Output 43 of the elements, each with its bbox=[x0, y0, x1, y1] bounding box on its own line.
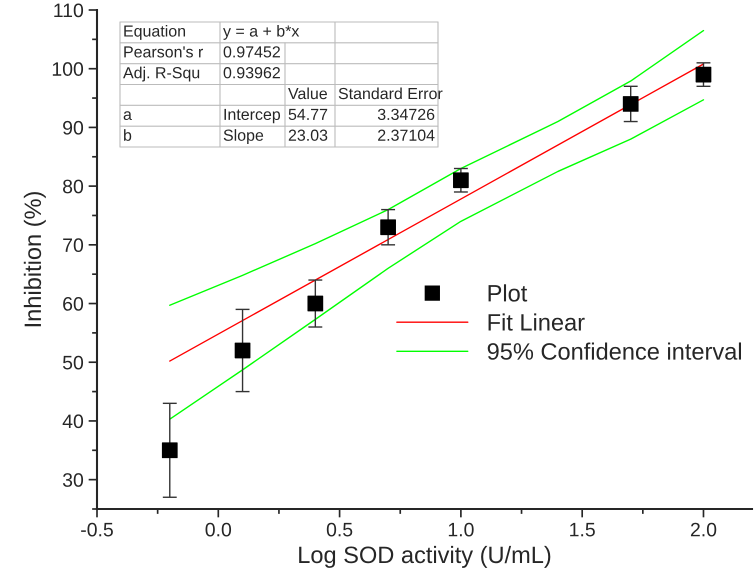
y-tick-label: 100 bbox=[52, 62, 84, 76]
annotation: a bbox=[124, 111, 132, 120]
legend-label: 95% Confidence interval bbox=[488, 342, 741, 360]
x-tick-label: -0.5 bbox=[81, 522, 113, 536]
y-tick-label: 30 bbox=[62, 473, 84, 487]
annotation: 2.37104 bbox=[378, 130, 435, 141]
annotation: 0.93962 bbox=[224, 67, 280, 78]
point bbox=[307, 296, 324, 312]
x-tick-label: 0.0 bbox=[206, 522, 232, 536]
annotation: Adj. R-Squ bbox=[123, 66, 200, 82]
y-tick-label: 70 bbox=[63, 238, 84, 252]
annotation: Standard Error bbox=[338, 87, 442, 100]
x-axis-title: Log SOD activity (U/mL) bbox=[299, 546, 550, 568]
annotation: Pearson's r bbox=[124, 46, 204, 58]
y-tick-label: 40 bbox=[62, 414, 84, 428]
annotation: Equation bbox=[124, 24, 186, 40]
point bbox=[696, 66, 712, 82]
annotation: y = a + b*x bbox=[223, 24, 300, 40]
x-tick-label: 1.0 bbox=[448, 522, 474, 536]
annotation: b bbox=[124, 129, 132, 141]
point bbox=[234, 342, 250, 358]
x-tick-label: 2.0 bbox=[690, 522, 716, 536]
y-tick-label: 90 bbox=[63, 120, 84, 135]
annotation: 0.97452 bbox=[224, 46, 280, 58]
point bbox=[162, 442, 178, 458]
annotation: 54.77 bbox=[288, 108, 328, 120]
x-tick-label: 0.5 bbox=[326, 522, 352, 536]
y-tick-label: 110 bbox=[54, 3, 84, 18]
y-tick-label: 50 bbox=[62, 356, 84, 370]
legend-label: Plot bbox=[488, 284, 528, 302]
point bbox=[622, 96, 639, 112]
annotation: Slope bbox=[224, 129, 264, 144]
y-axis-title: Inhibition (%) bbox=[24, 192, 46, 326]
legend-label: Fit Linear bbox=[488, 313, 585, 331]
point bbox=[453, 172, 469, 188]
point bbox=[380, 219, 396, 236]
annotation: Value bbox=[288, 87, 327, 100]
annotation: 3.34726 bbox=[378, 108, 434, 120]
y-tick-label: 60 bbox=[63, 296, 84, 311]
y-tick-label: 80 bbox=[63, 180, 84, 194]
annotation: 23.03 bbox=[288, 130, 328, 141]
annotation: Intercep bbox=[224, 108, 280, 124]
x-tick-label: 1.5 bbox=[570, 522, 595, 536]
